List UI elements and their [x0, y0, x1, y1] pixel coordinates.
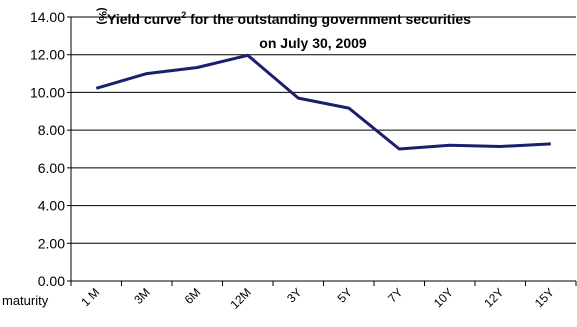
y-tick-label: 4.00 — [38, 198, 65, 214]
y-tick-label: 6.00 — [38, 160, 65, 176]
chart-title-line-1: Yield curve2 for the outstanding governm… — [107, 10, 471, 27]
x-tick-label: 7Y — [385, 285, 405, 305]
y-tick-label: 8.00 — [38, 122, 65, 138]
chart-title-line-2: on July 30, 2009 — [259, 35, 367, 51]
x-tick-label: 10Y — [431, 285, 456, 310]
chart-title-main: Yield curve — [107, 11, 181, 27]
y-axis-ticks: 0.00 2.00 4.00 6.00 8.00 10.00 12.00 14.00 — [30, 9, 71, 289]
series-group — [95, 53, 551, 151]
y-tick-label: 10.00 — [30, 84, 65, 100]
series-line — [95, 53, 551, 151]
x-tick-label: 3Y — [284, 285, 304, 305]
titles: (%) Yield curve2 for the outstanding gov… — [2, 7, 471, 308]
x-tick-label: 1 M — [78, 285, 102, 309]
y-tick-label: 14.00 — [30, 9, 65, 25]
gridlines — [71, 16, 576, 244]
x-axis-ticks: 1 M 3M 6M 12M 3Y 5Y 7Y 10Y 12Y 15Y — [70, 281, 577, 312]
y-unit-label: (%) — [96, 7, 108, 24]
y-tick-label: 0.00 — [38, 273, 65, 289]
x-tick-label: 12M — [227, 285, 253, 311]
x-tick-label: 3M — [131, 285, 153, 307]
x-tick-label: 5Y — [335, 285, 355, 305]
x-axis-label: maturity — [2, 293, 49, 308]
chart-title-superscript: 2 — [181, 10, 186, 20]
chart-title-rest: for the outstanding government securitie… — [186, 11, 471, 27]
y-tick-label: 2.00 — [38, 235, 65, 251]
x-tick-label: 12Y — [481, 285, 506, 310]
x-tick-label: 15Y — [532, 285, 557, 310]
axes — [70, 17, 576, 282]
y-tick-label: 12.00 — [30, 47, 65, 63]
x-tick-label: 6M — [182, 285, 204, 307]
